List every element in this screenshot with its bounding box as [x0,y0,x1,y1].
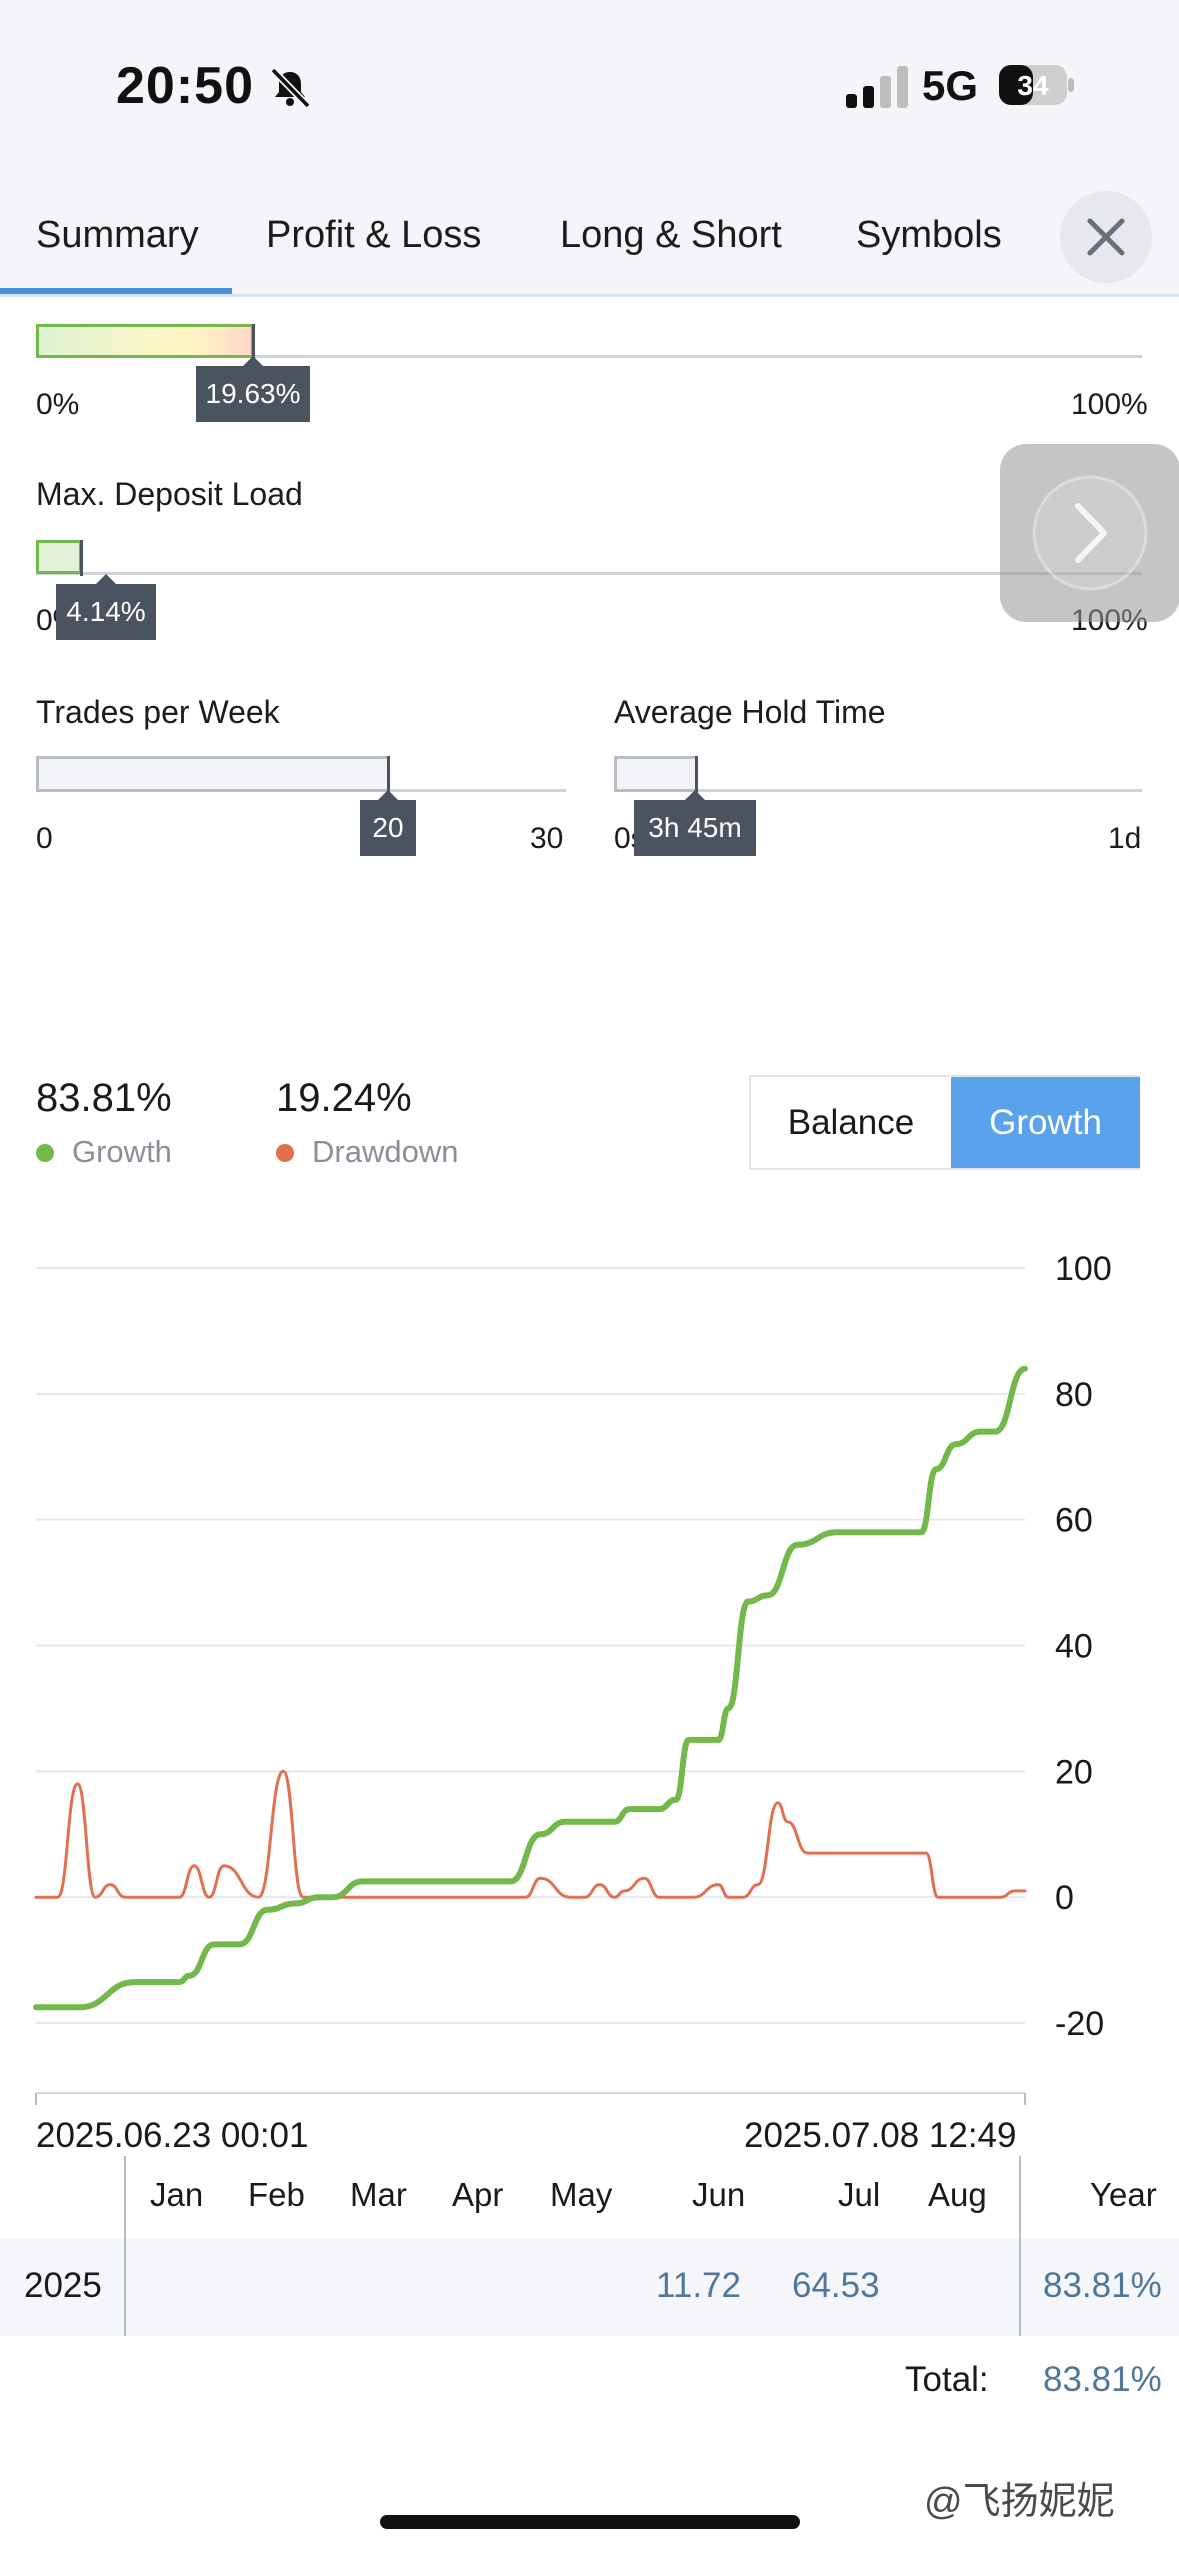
growth-value: 83.81% [36,1076,172,1120]
battery-level: 34 [1017,70,1049,101]
tab-bar: Summary Profit & Loss Long & Short Symbo… [0,200,1179,296]
growth-toggle-button[interactable]: Growth [951,1077,1140,1168]
month-header-jul: Jul [838,2176,881,2213]
tab-symbols[interactable]: Symbols [856,214,1002,256]
drawdown-value: 19.24% [276,1076,412,1120]
month-header-apr: Apr [452,2176,504,2213]
top-area [0,0,1179,296]
close-icon [1087,218,1125,256]
home-indicator [380,2515,800,2529]
tab-summary[interactable]: Summary [36,214,199,256]
deposit-load-tooltip: 4.14% [56,574,156,640]
table-row [0,2238,1179,2336]
chevron-right-icon [1032,475,1148,591]
total-label: Total: [905,2360,989,2399]
table-divider-right [1019,2156,1021,2336]
value-year-total: 83.81% [1043,2266,1162,2305]
active-tab-indicator [0,288,232,294]
growth-label: Growth [72,1134,172,1169]
next-page-button[interactable] [1000,444,1179,622]
y-tick-label: 60 [1055,1502,1093,1540]
network-type: 5G [922,62,979,109]
hold-time-track [614,789,1142,792]
month-header-may: May [550,2176,613,2213]
y-tick-label: 100 [1055,1250,1112,1288]
year-header: Year [1090,2176,1157,2213]
gauge-value-tooltip: 19.63% [196,356,310,422]
cellular-signal-icon [846,66,908,108]
total-value: 83.81% [1043,2360,1162,2399]
month-header-feb: Feb [248,2176,305,2213]
month-header-aug: Aug [928,2176,987,2213]
chart-mode-toggle: Balance Growth [749,1075,1140,1170]
hold-time-marker [695,756,698,794]
growth-legend-dot [36,1144,54,1162]
gauge-marker [252,324,255,360]
drawdown-label: Drawdown [312,1134,459,1169]
hold-time-tooltip: 3h 45m [634,790,756,856]
watermark: @飞扬妮妮 [924,2481,1115,2523]
bell-muted-icon [270,67,311,109]
trades-per-week-marker [387,756,390,794]
gauge-max-label: 100% [1071,388,1148,421]
trades-per-week-tooltip: 20 [360,790,416,856]
status-time: 20:50 [116,57,254,115]
tabs-divider [0,294,1179,297]
y-tick-label: 20 [1055,1753,1093,1791]
series-line-growth [33,1365,1028,2011]
gauge-min-label: 0% [36,388,80,421]
table-divider-left [124,2156,126,2336]
month-header-jan: Jan [150,2176,204,2213]
tab-profit-loss[interactable]: Profit & Loss [266,214,482,256]
close-button[interactable] [1060,191,1152,283]
gauge-track [36,355,1142,358]
month-header-mar: Mar [350,2176,407,2213]
chart-start-date: 2025.06.23 00:01 [36,2116,309,2155]
hold-time-fill [614,756,698,792]
trades-per-week-max-label: 30 [530,822,564,855]
trades-per-week-title: Trades per Week [36,694,280,730]
deposit-load-title: Max. Deposit Load [36,476,303,512]
y-tick-label: 40 [1055,1628,1093,1666]
drawdown-legend-dot [276,1144,294,1162]
value-jun: 11.72 [656,2266,741,2305]
series-line-drawdown [34,1769,1027,1899]
growth-chart: 100 80 60 40 20 0 -20 [33,1250,1112,2105]
y-tick-label: 0 [1055,1879,1074,1917]
balance-toggle-button[interactable]: Balance [787,1103,915,1142]
month-header-jun: Jun [692,2176,746,2213]
row-year: 2025 [24,2266,102,2305]
trades-per-week-min-label: 0 [36,822,53,855]
deposit-load-track [36,572,1142,575]
y-tick-label: 80 [1055,1376,1093,1414]
hold-time-title: Average Hold Time [614,694,886,730]
battery-icon: 34 [999,65,1074,105]
chart-end-date: 2025.07.08 12:49 [744,2116,1017,2155]
value-jul: 64.53 [792,2266,880,2305]
hold-time-max-label: 1d [1108,822,1142,855]
tab-long-short[interactable]: Long & Short [560,214,782,256]
trades-per-week-fill [36,756,390,792]
deposit-load-marker [80,540,83,576]
y-tick-label: -20 [1055,2005,1104,2043]
deposit-load-fill [36,540,82,574]
gauge-fill [36,324,254,358]
